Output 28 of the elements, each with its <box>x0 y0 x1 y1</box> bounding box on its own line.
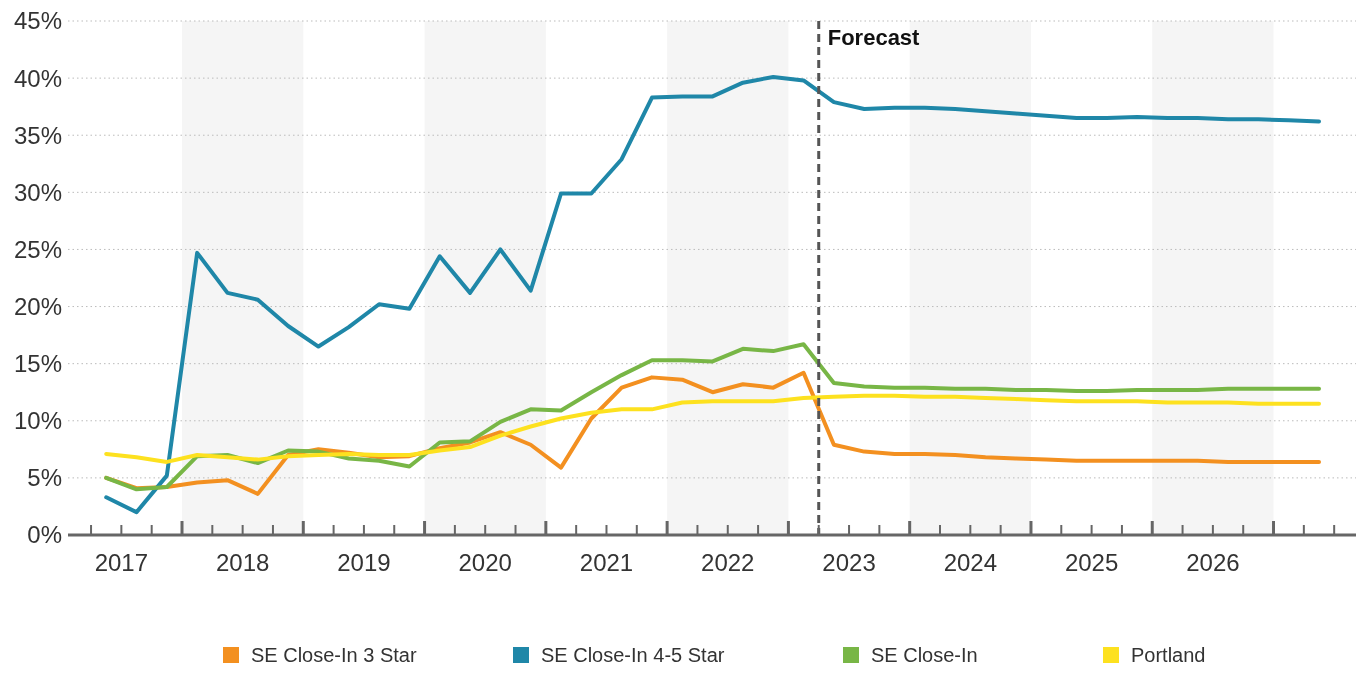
legend-label: SE Close-In 4-5 Star <box>541 644 725 666</box>
line-series <box>104 393 1322 464</box>
y-tick-label: 0% <box>27 521 62 549</box>
x-tick-label: 2021 <box>579 549 634 576</box>
y-tick-label: 15% <box>13 350 62 378</box>
x-tick-label: 2020 <box>458 549 512 576</box>
y-tick-label: 20% <box>13 292 62 320</box>
x-tick-label: 2018 <box>215 549 270 576</box>
ref-line-label: Forecast <box>827 25 921 50</box>
x-tick-label: 2019 <box>337 549 391 576</box>
y-tick-label: 5% <box>27 464 62 492</box>
legend-label: SE Close-In 3 Star <box>251 644 417 666</box>
legend-label: SE Close-In <box>871 644 978 666</box>
x-tick-label: 2026 <box>1186 549 1240 576</box>
y-tick-label: 30% <box>13 178 62 206</box>
y-tick-label: 45% <box>13 7 62 35</box>
x-tick-label: 2023 <box>822 549 876 576</box>
x-tick-label: 2025 <box>1064 549 1119 576</box>
y-tick-label: 35% <box>13 121 62 149</box>
x-tick-label: 2017 <box>94 549 149 576</box>
line-series <box>104 74 1322 515</box>
line-series <box>104 342 1322 492</box>
x-tick-label: 2024 <box>943 549 998 576</box>
y-tick-label: 10% <box>13 407 62 435</box>
y-tick-label: 40% <box>13 64 62 92</box>
x-tick-label: 2022 <box>701 549 755 576</box>
y-tick-label: 25% <box>13 235 62 263</box>
legend-label: Portland <box>1131 644 1206 666</box>
